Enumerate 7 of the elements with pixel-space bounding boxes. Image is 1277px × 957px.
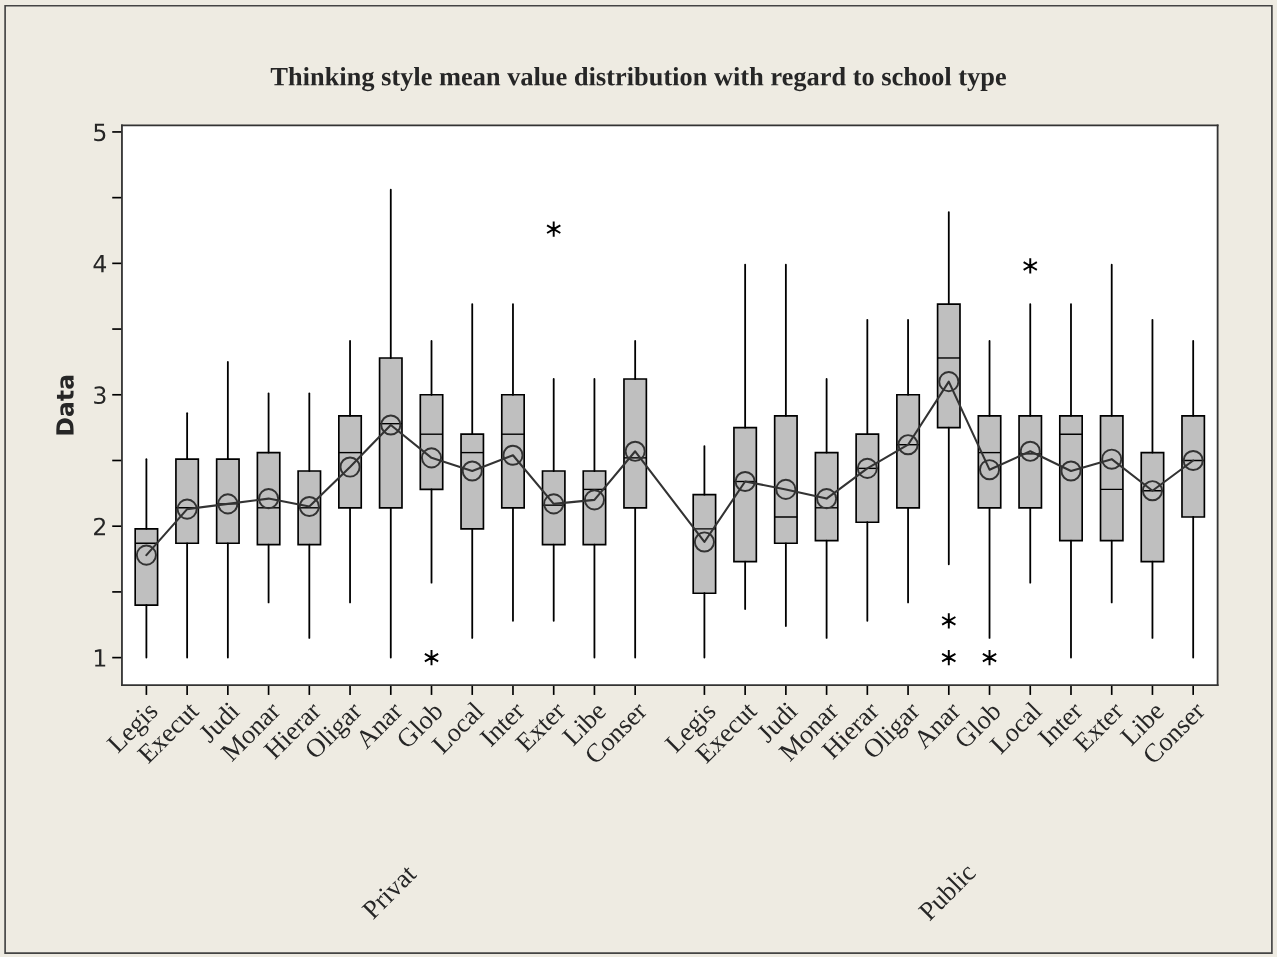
- chart-title: Thinking style mean value distribution with regard to school type: [270, 66, 1006, 92]
- y-tick-label: 3: [94, 386, 106, 405]
- y-axis-title: Data: [56, 375, 74, 435]
- y-tick-label: 2: [94, 517, 106, 536]
- y-tick-label: 1: [94, 649, 106, 667]
- y-tick-label: 4: [93, 255, 107, 273]
- y-tick-label: 5: [94, 123, 106, 142]
